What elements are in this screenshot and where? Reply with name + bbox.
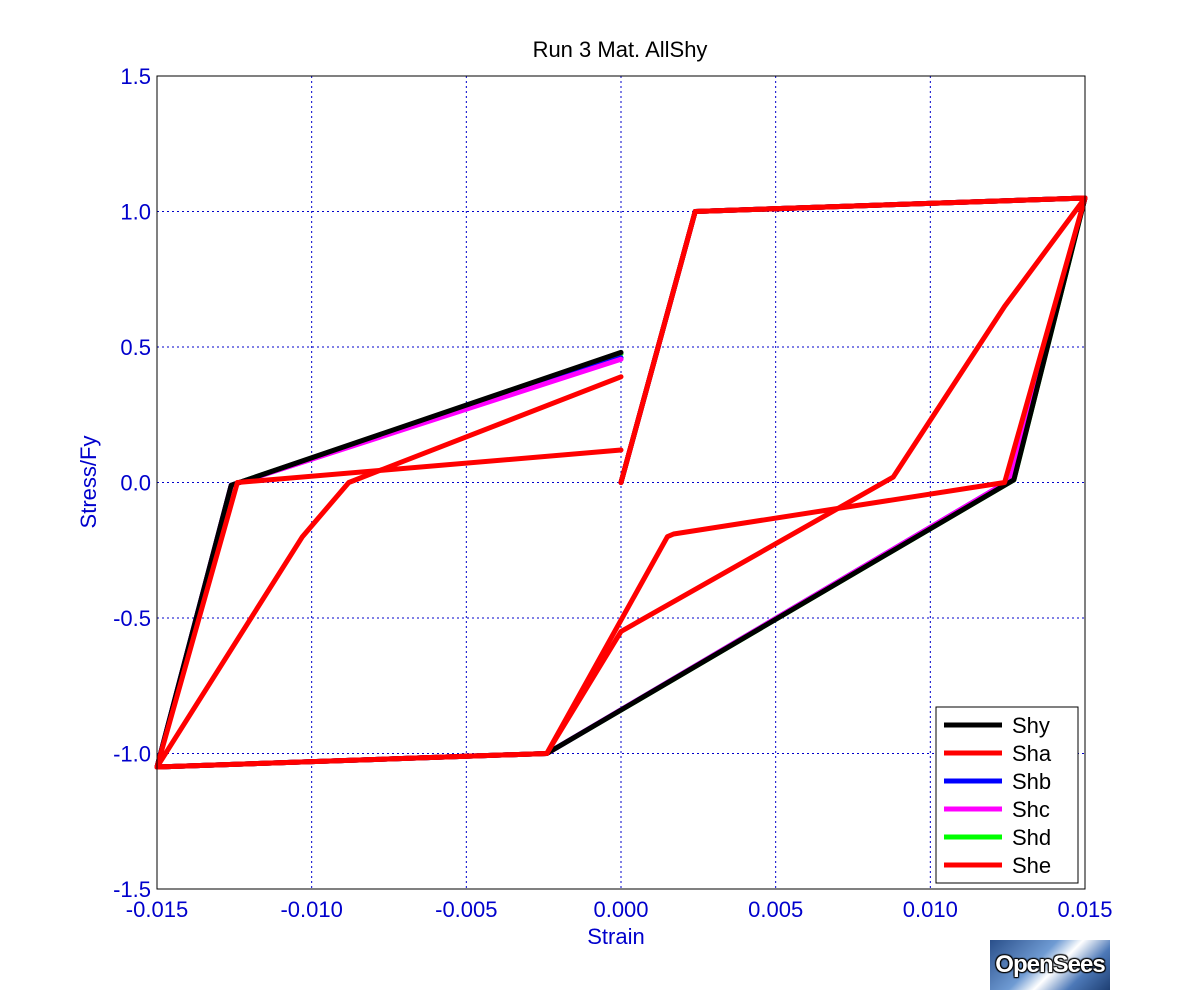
chart-title: Run 3 Mat. AllShy bbox=[533, 37, 708, 62]
x-tick-label: -0.015 bbox=[126, 897, 188, 922]
legend-label-shy: Shy bbox=[1012, 713, 1050, 738]
legend-label-sha: Sha bbox=[1012, 741, 1052, 766]
legend-label-shb: Shb bbox=[1012, 769, 1051, 794]
legend: Shy Sha Shb Shc Shd She bbox=[935, 706, 1079, 884]
tick-labels: -0.015 -0.010 -0.005 0.000 0.005 0.010 0.015 1.… bbox=[113, 64, 1112, 922]
x-tick-label: -0.005 bbox=[435, 897, 497, 922]
legend-label-shd: Shd bbox=[1012, 825, 1051, 850]
y-tick-label: 1.5 bbox=[120, 64, 151, 89]
y-tick-label: -1.5 bbox=[113, 877, 151, 902]
y-tick-label: 0.5 bbox=[120, 335, 151, 360]
series-layer bbox=[154, 195, 1088, 770]
x-tick-label: 0.005 bbox=[748, 897, 803, 922]
y-axis-label: Stress/Fy bbox=[76, 436, 101, 529]
x-tick-label: 0.015 bbox=[1057, 897, 1112, 922]
legend-label-shc: Shc bbox=[1012, 797, 1050, 822]
y-tick-label: 1.0 bbox=[120, 200, 151, 225]
y-tick-label: -1.0 bbox=[113, 742, 151, 767]
y-tick-label: 0.0 bbox=[120, 471, 151, 496]
x-axis-label: Strain bbox=[587, 924, 644, 949]
series-line-she bbox=[154, 195, 1088, 770]
logo-text: OpenSees bbox=[995, 951, 1105, 978]
plot-frame bbox=[156, 75, 1086, 890]
legend-label-she: She bbox=[1012, 853, 1051, 878]
x-tick-label: 0.010 bbox=[903, 897, 958, 922]
x-tick-label: 0.000 bbox=[593, 897, 648, 922]
opensees-logo: OpenSees bbox=[990, 940, 1110, 990]
y-tick-label: -0.5 bbox=[113, 606, 151, 631]
x-tick-label: -0.010 bbox=[280, 897, 342, 922]
legend-box bbox=[935, 706, 1079, 884]
